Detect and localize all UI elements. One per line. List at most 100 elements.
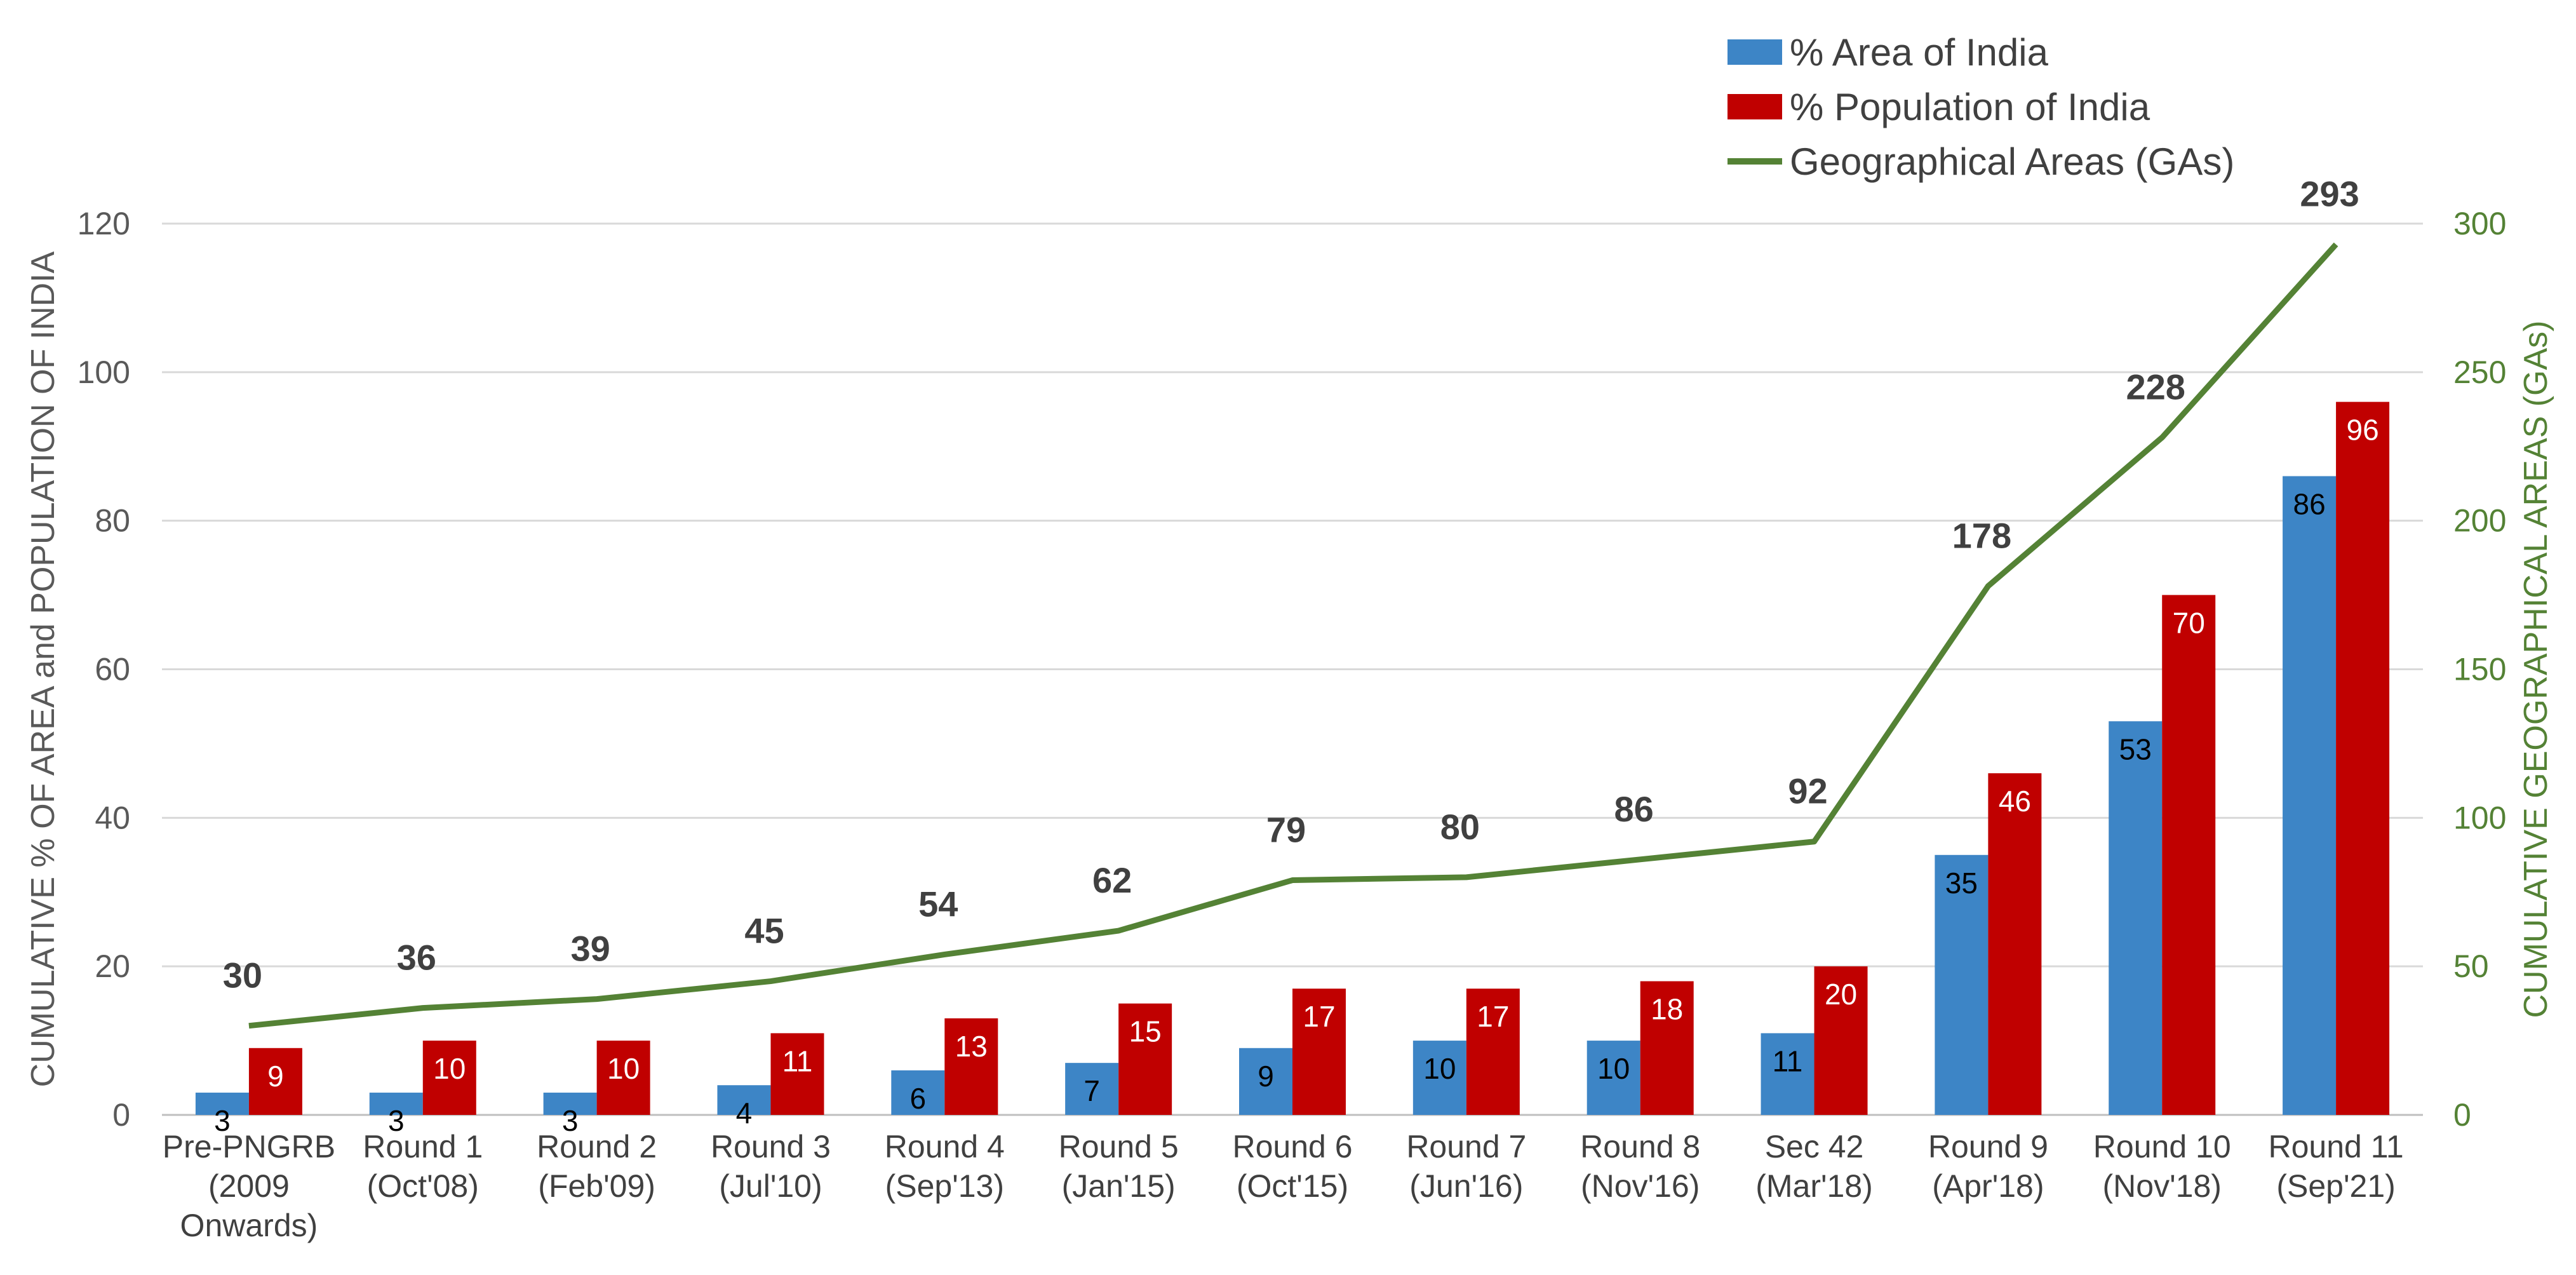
bar-data-label: 4	[736, 1096, 753, 1130]
x-tick-label: Pre-PNGRB	[163, 1129, 335, 1164]
y2-tick-label: 200	[2453, 503, 2506, 539]
legend-swatch	[1727, 39, 1782, 65]
bar	[1466, 988, 1520, 1115]
bar	[717, 1085, 771, 1115]
bar-data-label: 96	[2346, 414, 2378, 447]
y-tick-label: 100	[77, 354, 130, 390]
x-tick-label: (Jun'16)	[1409, 1168, 1523, 1204]
bar	[1761, 1033, 1815, 1115]
x-tick-label: Round 6	[1232, 1129, 1352, 1164]
y2-axis-label: CUMULATIVE GEOGRAPHICAL AREAS (GAs)	[2518, 321, 2554, 1018]
line-data-label: 62	[1092, 860, 1132, 900]
line-data-label: 293	[2300, 174, 2359, 214]
x-tick-label: (Apr'18)	[1932, 1168, 2044, 1204]
bar-data-label: 11	[782, 1044, 813, 1077]
y-tick-label: 20	[95, 948, 130, 984]
line-data-label: 30	[223, 955, 262, 995]
bar	[2109, 721, 2163, 1115]
x-tick-label: Onwards)	[180, 1208, 318, 1243]
bar	[1640, 981, 1694, 1115]
y2-tick-label: 300	[2453, 206, 2506, 241]
x-tick-label: (Nov'16)	[1581, 1168, 1700, 1204]
bar-data-label: 18	[1651, 993, 1683, 1026]
line-data-label: 178	[1952, 516, 2011, 556]
bar-data-label: 3	[388, 1104, 405, 1137]
bar-data-label: 10	[1597, 1052, 1630, 1085]
line-data-label: 79	[1266, 810, 1306, 850]
bar	[369, 1092, 423, 1115]
bar	[195, 1092, 249, 1115]
x-tick-label: Round 8	[1580, 1129, 1700, 1164]
x-tick-label: Round 3	[711, 1129, 831, 1164]
bar-data-label: 13	[955, 1030, 988, 1063]
bar-data-label: 3	[214, 1104, 231, 1137]
bar	[248, 1048, 302, 1115]
legend-label: % Area of India	[1790, 31, 2049, 74]
bar	[1118, 1003, 1172, 1115]
bar	[2283, 476, 2337, 1115]
bar	[596, 1041, 650, 1115]
y-tick-label: 120	[77, 206, 130, 241]
bar-data-label: 10	[607, 1052, 640, 1085]
bar-data-label: 10	[433, 1052, 466, 1085]
line-data-label: 92	[1788, 771, 1827, 811]
x-tick-label: Round 1	[363, 1129, 483, 1164]
bar	[2162, 595, 2216, 1115]
bar-data-label: 9	[267, 1060, 284, 1093]
y-tick-label: 60	[95, 652, 130, 687]
x-tick-label: (Nov'18)	[2103, 1168, 2222, 1204]
bar	[1292, 988, 1346, 1115]
bar-data-label: 3	[562, 1104, 579, 1137]
x-tick-label: (Oct'08)	[367, 1168, 479, 1204]
bar-data-label: 53	[2119, 732, 2152, 766]
bar	[543, 1092, 597, 1115]
bar-data-label: 11	[1773, 1044, 1803, 1077]
x-tick-label: (Jan'15)	[1062, 1168, 1176, 1204]
bar	[1814, 966, 1868, 1115]
bar-data-label: 17	[1303, 1000, 1335, 1033]
y2-tick-label: 250	[2453, 354, 2506, 390]
x-tick-label: (Feb'09)	[538, 1168, 655, 1204]
bar	[944, 1018, 998, 1115]
x-tick-label: (Sep'21)	[2276, 1168, 2395, 1204]
x-tick-label: Round 4	[885, 1129, 1005, 1164]
bar	[422, 1041, 476, 1115]
y-tick-label: 40	[95, 800, 130, 835]
bar-data-label: 7	[1083, 1074, 1100, 1107]
line-data-label: 39	[570, 929, 610, 969]
bar-data-label: 9	[1258, 1060, 1274, 1093]
x-tick-label: Round 11	[2269, 1129, 2404, 1164]
line-data-label: 36	[397, 938, 436, 978]
bar-data-label: 15	[1129, 1015, 1162, 1048]
bar	[891, 1070, 945, 1115]
y2-tick-label: 100	[2453, 800, 2506, 835]
x-tick-label: Round 9	[1928, 1129, 2048, 1164]
line-data-label: 80	[1440, 807, 1480, 847]
legend-label: Geographical Areas (GAs)	[1790, 140, 2234, 183]
x-tick-label: Round 2	[537, 1129, 657, 1164]
bar-data-label: 20	[1825, 978, 1857, 1011]
line-data-label: 54	[918, 884, 958, 924]
line-data-label: 45	[744, 911, 784, 951]
bar	[1412, 1041, 1466, 1115]
legend-label: % Population of India	[1790, 86, 2150, 128]
bar-data-label: 17	[1477, 1000, 1509, 1033]
bar	[2336, 401, 2390, 1115]
bar	[1065, 1063, 1119, 1115]
bar-data-label: 10	[1423, 1052, 1456, 1085]
bar	[770, 1033, 824, 1115]
line-data-label: 228	[2126, 367, 2185, 407]
y-tick-label: 80	[95, 503, 130, 539]
bar-data-label: 86	[2293, 488, 2325, 521]
series-line	[248, 242, 2338, 1029]
x-tick-label: (Jul'10)	[719, 1168, 822, 1204]
bar	[1587, 1041, 1640, 1115]
x-tick-label: (Mar'18)	[1755, 1168, 1873, 1204]
legend-swatch	[1727, 94, 1782, 119]
x-tick-label: (2009	[208, 1168, 290, 1204]
bar	[1239, 1048, 1292, 1115]
bar-data-label: 6	[910, 1082, 927, 1115]
x-tick-label: Round 5	[1059, 1129, 1179, 1164]
